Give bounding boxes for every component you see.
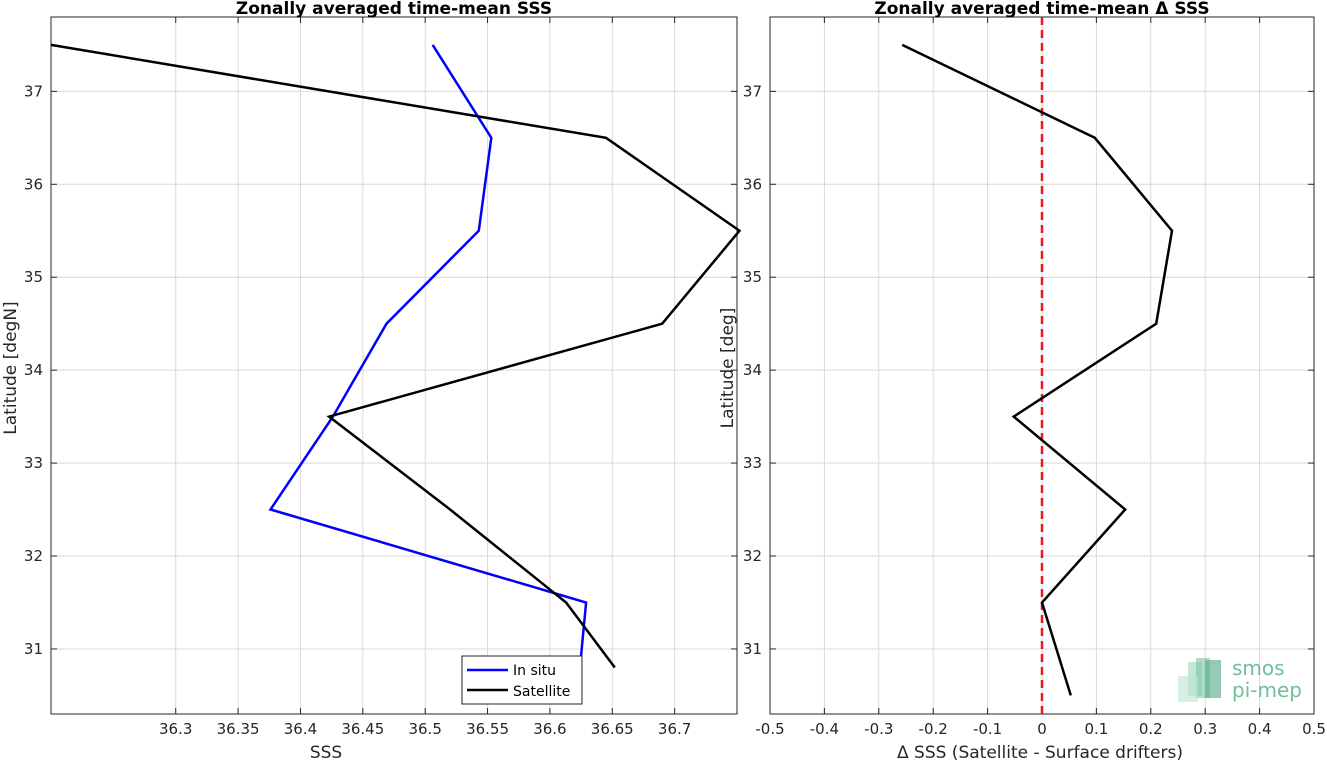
grid-delta-sss	[769, 17, 1315, 714]
y-tick-label: 34	[743, 361, 762, 379]
y-tick-label: 37	[743, 82, 762, 100]
x-tick-label: -0.1	[973, 720, 1002, 738]
x-tick-label: 36.4	[284, 720, 317, 738]
y-tick-label: 31	[743, 640, 762, 658]
grid-sss	[51, 17, 737, 714]
logo-graphic-3	[1205, 660, 1221, 698]
series-delta-sss	[901, 43, 1174, 696]
x-tick-label: 36.7	[658, 720, 691, 738]
legend-label-in-situ: In situ	[513, 663, 556, 679]
legend-label-satellite: Satellite	[513, 684, 570, 700]
y-tick-label: 34	[24, 361, 43, 379]
y-tick-label: 32	[743, 547, 762, 565]
x-tick-label: 0.5	[1302, 720, 1326, 738]
x-tick-label: 36.55	[466, 720, 509, 738]
y-tick-label: 33	[743, 454, 762, 472]
y-axis-label-sss: Latitude [degN]	[1, 301, 21, 434]
x-tick-label: 36.5	[408, 720, 441, 738]
series-sss	[50, 43, 742, 696]
ticks-sss: 36.3 36.35 36.4 36.45 36.5 36.55 36.6 36.65 36.7…	[24, 17, 737, 738]
logo-graphic-4	[1178, 676, 1198, 702]
axes-frame-sss	[50, 16, 738, 715]
chart-title-sss: Zonally averaged time-mean SSS	[236, 0, 552, 19]
panel-sss: 36.3 36.35 36.4 36.45 36.5 36.55 36.6 36.65 36.7…	[1, 0, 742, 763]
y-tick-label: 35	[743, 268, 762, 286]
y-tick-label: 33	[24, 454, 43, 472]
y-axis-label-delta-sss: Latitude [deg]	[718, 308, 738, 429]
x-tick-label: 36.35	[217, 720, 260, 738]
x-tick-label: 36.45	[341, 720, 384, 738]
series-line-satellite	[50, 43, 742, 669]
x-tick-label: 0.2	[1139, 720, 1163, 738]
x-tick-label: 36.65	[591, 720, 634, 738]
x-tick-label: -0.3	[864, 720, 893, 738]
ticks-delta-sss: -0.5 -0.4 -0.3 -0.2 -0.1 0 0.1 0.2 0.3 0.4 0.5 31 32…	[743, 17, 1326, 738]
y-tick-label: 32	[24, 547, 43, 565]
y-tick-label: 37	[24, 82, 43, 100]
legend: In situ Satellite	[461, 655, 583, 705]
x-tick-label: 36.3	[159, 720, 192, 738]
series-line-delta	[901, 43, 1174, 696]
x-tick-label: -0.5	[755, 720, 784, 738]
x-tick-label: 0.1	[1084, 720, 1108, 738]
logo-text-smos: smos	[1232, 656, 1285, 680]
series-line-in-situ	[268, 44, 588, 696]
x-axis-label-delta-sss: Δ SSS (Satellite - Surface drifters)	[897, 743, 1183, 763]
x-tick-label: 0	[1037, 720, 1047, 738]
x-tick-label: -0.4	[810, 720, 839, 738]
x-tick-label: 0.4	[1248, 720, 1272, 738]
y-tick-label: 36	[743, 175, 762, 193]
chart-title-delta-sss: Zonally averaged time-mean Δ SSS	[874, 0, 1209, 19]
x-tick-label: -0.2	[919, 720, 948, 738]
x-axis-label-sss: SSS	[310, 743, 342, 763]
y-tick-label: 36	[24, 175, 43, 193]
x-tick-label: 0.3	[1193, 720, 1217, 738]
smos-pi-mep-logo: smos pi-mep	[1178, 656, 1302, 702]
legend-box	[461, 655, 583, 705]
panel-delta-sss: -0.5 -0.4 -0.3 -0.2 -0.1 0 0.1 0.2 0.3 0.4 0.5 31 32…	[718, 0, 1326, 763]
x-tick-label: 36.6	[533, 720, 566, 738]
y-tick-label: 35	[24, 268, 43, 286]
y-tick-label: 31	[24, 640, 43, 658]
logo-text-pi-mep: pi-mep	[1232, 678, 1302, 702]
